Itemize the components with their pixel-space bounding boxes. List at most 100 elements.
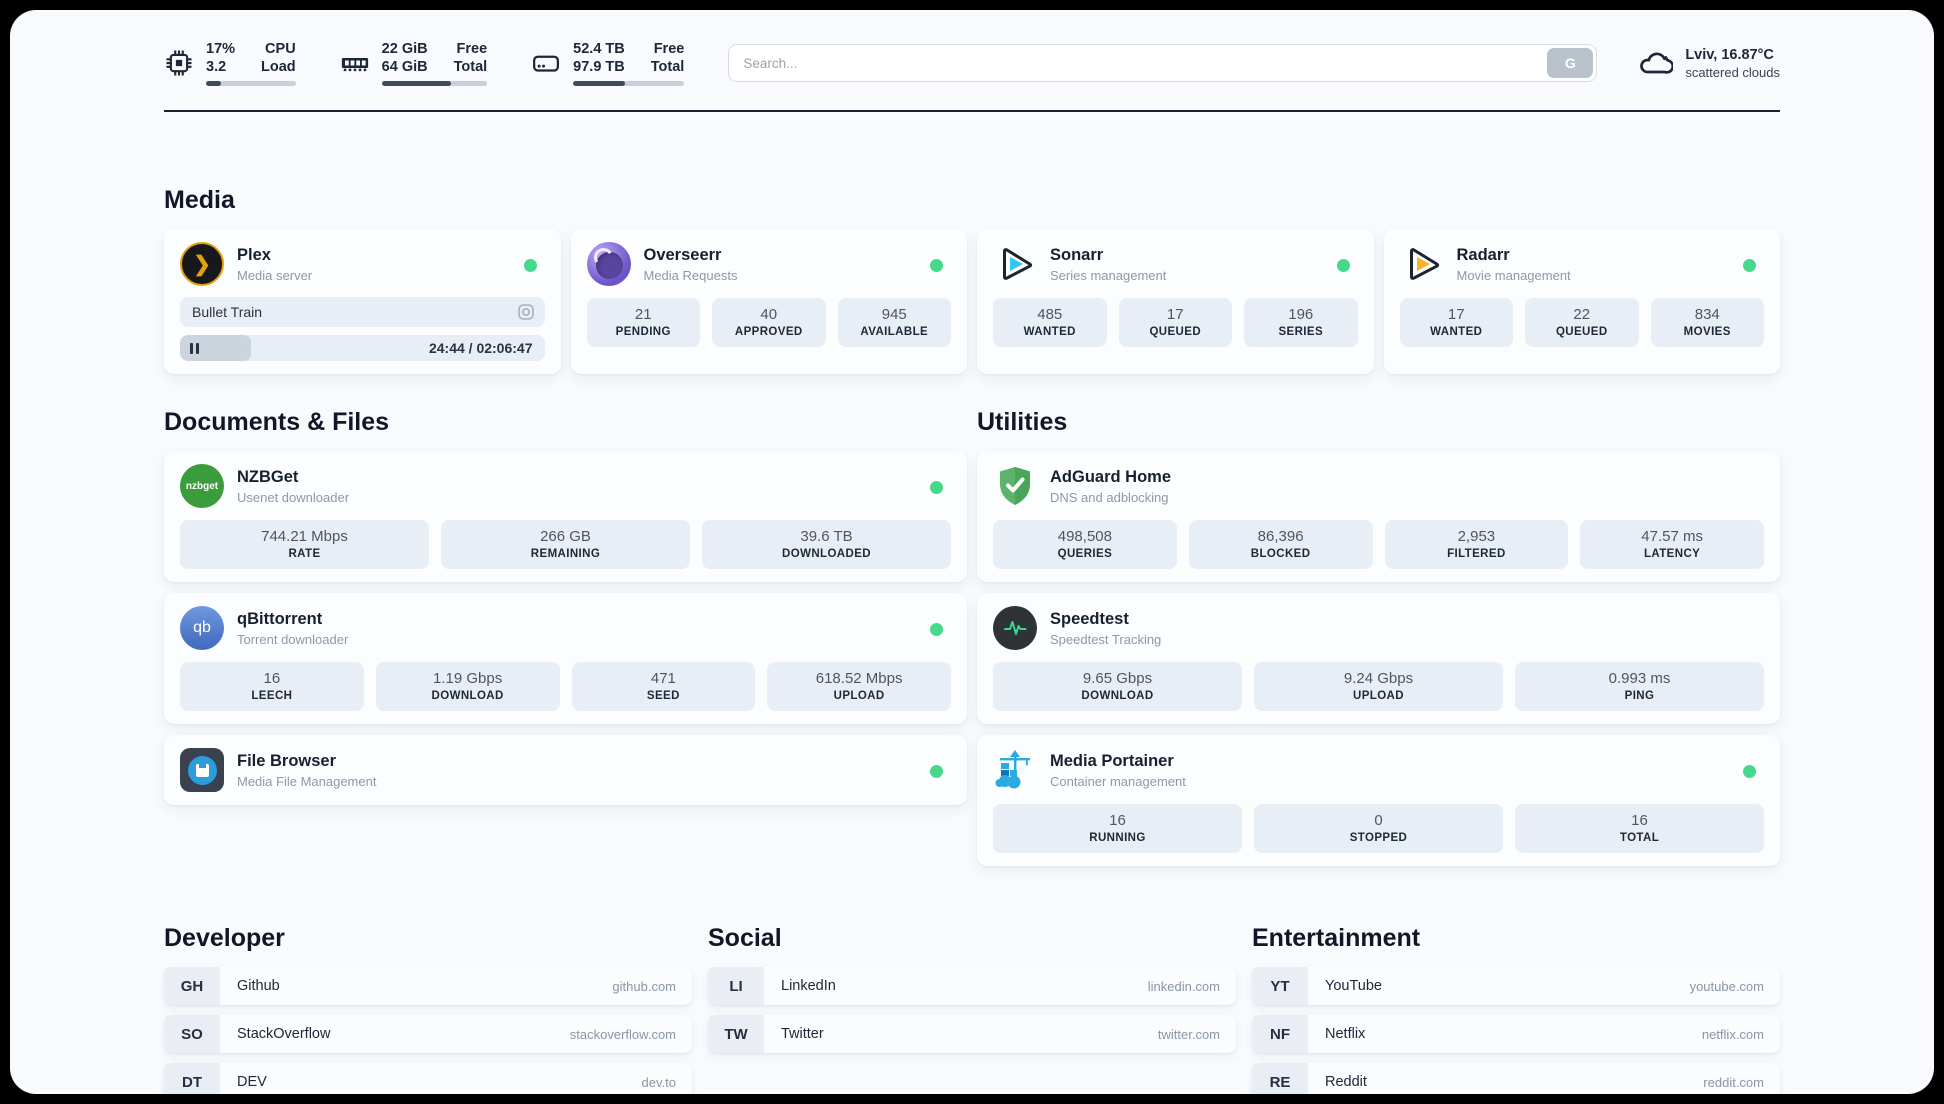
app-title: Sonarr: [1050, 246, 1104, 264]
bookmark-abbr: YT: [1252, 967, 1308, 1005]
app-subtitle: Media server: [237, 268, 313, 283]
stat-tile: 17 WANTED: [1399, 298, 1513, 347]
stat-label: LEECH: [251, 690, 293, 702]
section-title-social: Social: [708, 924, 782, 952]
bookmark-stackoverflow[interactable]: SO StackOverflow stackoverflow.com: [164, 1015, 692, 1053]
stat-tile: 471 SEED: [571, 662, 756, 711]
bookmark-netflix[interactable]: NF Netflix netflix.com: [1252, 1015, 1780, 1053]
search-engine-button[interactable]: G: [1547, 48, 1594, 78]
bookmark-reddit[interactable]: RE Reddit reddit.com: [1252, 1063, 1780, 1094]
stat-label: SERIES: [1278, 326, 1324, 338]
stat-tile: 16 RUNNING: [993, 804, 1242, 853]
stat-value: 0: [1374, 812, 1383, 829]
top-bar: 17% CPU 3.2 Load: [164, 10, 1780, 86]
bookmark-youtube[interactable]: YT YouTube youtube.com: [1252, 967, 1780, 1005]
app-card-nzbget[interactable]: nzbget NZBGet Usenet downloader 744.21 M…: [164, 451, 967, 582]
app-title: File Browser: [237, 752, 337, 770]
stat-value: 266 GB: [540, 528, 591, 545]
app-subtitle: Container management: [1050, 774, 1186, 789]
stat-tile: 485 WANTED: [993, 298, 1107, 347]
bookmark-github[interactable]: GH Github github.com: [164, 967, 692, 1005]
playback-time: 24:44 / 02:06:47: [428, 340, 533, 356]
stat-tile: 0.993 ms PING: [1515, 662, 1764, 711]
stat-label: AVAILABLE: [860, 326, 929, 338]
topbar-divider: [164, 110, 1780, 112]
app-card-overseerr[interactable]: Overseerr Media Requests 21 PENDING 40 A…: [570, 229, 967, 374]
documents-column: Documents & Files nzbget NZBGet Usenet d…: [164, 408, 967, 866]
bookmark-abbr: DT: [164, 1063, 220, 1094]
memory-total-value: 64 GiB: [381, 59, 428, 75]
weather-condition: scattered clouds: [1685, 64, 1780, 80]
stat-label: FILTERED: [1447, 548, 1506, 560]
disk-progress-fill: [573, 81, 626, 86]
stat-value: 485: [1037, 306, 1063, 323]
playback-elapsed: [180, 335, 252, 361]
section-title-entertainment: Entertainment: [1252, 924, 1421, 952]
stat-label: SEED: [646, 690, 680, 702]
bookmark-abbr: TW: [708, 1015, 764, 1053]
bookmark-linkedin[interactable]: LI LinkedIn linkedin.com: [708, 967, 1236, 1005]
bookmark-domain: twitter.com: [1157, 1026, 1220, 1042]
app-card-speedtest[interactable]: Speedtest Speedtest Tracking 9.65 Gbps D…: [977, 593, 1780, 724]
app-card-qbittorrent[interactable]: qb qBittorrent Torrent downloader 16 LEE…: [164, 593, 967, 724]
search-bar: G: [728, 44, 1598, 82]
bookmark-domain: github.com: [612, 978, 676, 994]
session-quality-icon[interactable]: [517, 303, 535, 321]
app-card-plex[interactable]: ❯ Plex Media server Bullet Train: [164, 229, 561, 374]
stat-label: RATE: [288, 548, 321, 560]
disk-label-total: Total: [650, 59, 685, 75]
stat-tile: 16 TOTAL: [1515, 804, 1764, 853]
app-title: Overseerr: [643, 246, 722, 264]
stat-value: 0.993 ms: [1608, 670, 1671, 687]
stat-tile: 945 AVAILABLE: [837, 298, 951, 347]
stat-label: DOWNLOAD: [1081, 690, 1154, 702]
bookmark-name: Reddit: [1325, 1074, 1367, 1090]
cpu-load-value: 3.2: [206, 59, 227, 75]
memory-label-free: Free: [456, 41, 488, 57]
stat-tile: 498,508 QUERIES: [993, 520, 1177, 569]
stat-value: 2,953: [1457, 528, 1496, 545]
stat-value: 471: [650, 670, 676, 687]
bookmark-domain: linkedin.com: [1147, 978, 1220, 994]
bookmark-domain: dev.to: [641, 1074, 676, 1090]
app-card-filebrowser[interactable]: File Browser Media File Management: [164, 735, 967, 805]
stat-value: 16: [1109, 812, 1126, 829]
stat-tile: 47.57 ms LATENCY: [1580, 520, 1764, 569]
app-card-sonarr[interactable]: Sonarr Series management 485 WANTED 17 Q…: [977, 229, 1374, 374]
qbittorrent-icon: qb: [180, 606, 224, 650]
app-title: Plex: [237, 246, 271, 264]
stat-tile: 9.65 Gbps DOWNLOAD: [993, 662, 1242, 711]
app-title: Radarr: [1456, 246, 1510, 264]
search-input[interactable]: [728, 44, 1598, 82]
bookmark-domain: youtube.com: [1689, 978, 1764, 994]
pause-icon[interactable]: [190, 342, 199, 354]
section-title-developer: Developer: [164, 924, 285, 952]
stat-value: 40: [760, 306, 778, 323]
stat-tile: 17 QUEUED: [1118, 298, 1232, 347]
app-card-portainer[interactable]: Media Portainer Container management 16 …: [977, 735, 1780, 866]
bookmark-name: DEV: [237, 1074, 267, 1090]
bookmark-name: YouTube: [1325, 978, 1382, 994]
bookmark-dev[interactable]: DT DEV dev.to: [164, 1063, 692, 1094]
app-subtitle: DNS and adblocking: [1050, 490, 1169, 505]
stat-tile: 618.52 Mbps UPLOAD: [767, 662, 951, 711]
section-title-utilities: Utilities: [977, 408, 1068, 436]
app-card-adguard[interactable]: AdGuard Home DNS and adblocking 498,508 …: [977, 451, 1780, 582]
app-subtitle: Usenet downloader: [237, 490, 350, 505]
app-title: Speedtest: [1050, 610, 1129, 628]
status-dot: [1743, 765, 1756, 778]
disk-label-free: Free: [653, 41, 685, 57]
stat-value: 1.19 Gbps: [433, 670, 503, 687]
stat-label: QUEUED: [1555, 326, 1608, 338]
bookmark-abbr: GH: [164, 967, 220, 1005]
bookmark-name: StackOverflow: [237, 1026, 331, 1042]
stat-value: 21: [634, 306, 652, 323]
app-title: AdGuard Home: [1050, 468, 1172, 486]
cpu-chip-icon: [166, 50, 192, 76]
entertainment-column: Entertainment YT YouTube youtube.com NF …: [1252, 924, 1780, 1094]
bookmark-twitter[interactable]: TW Twitter twitter.com: [708, 1015, 1236, 1053]
sonarr-icon: [1003, 248, 1033, 280]
ram-icon: [341, 58, 368, 72]
app-card-radarr[interactable]: Radarr Movie management 17 WANTED 22 QUE…: [1383, 229, 1780, 374]
status-dot: [930, 623, 943, 636]
